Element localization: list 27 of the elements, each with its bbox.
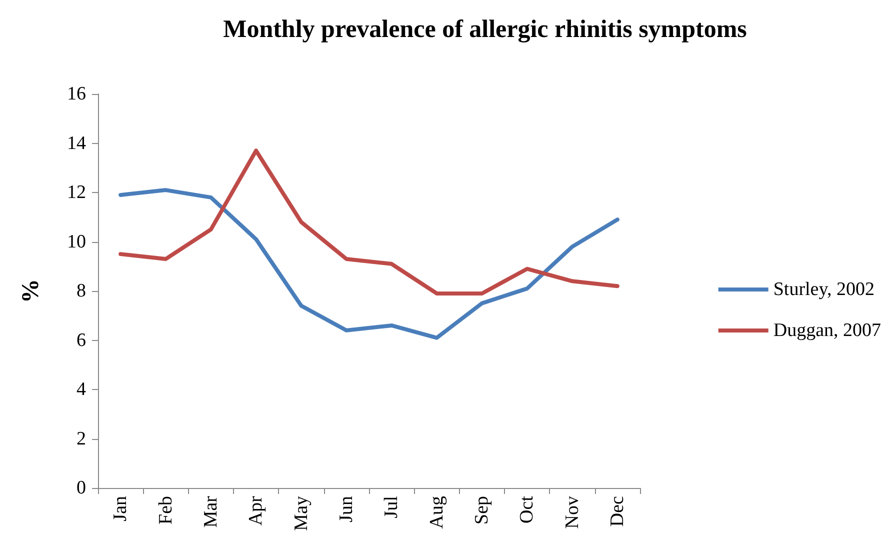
y-tick-label: 6 — [76, 330, 86, 351]
x-tick-label: Sep — [471, 496, 492, 524]
legend-label: Sturley, 2002 — [773, 279, 874, 300]
x-tick-label: Nov — [562, 496, 583, 529]
x-tick-label: Oct — [516, 495, 538, 524]
chart-title: Monthly prevalence of allergic rhinitis symptoms — [223, 16, 748, 43]
y-axis-title: % — [18, 279, 44, 303]
x-tick-label: Mar — [200, 495, 222, 528]
y-tick-label: 16 — [67, 84, 86, 104]
legend-label: Duggan, 2007 — [773, 320, 881, 341]
x-tick-label: Feb — [155, 496, 176, 524]
x-tick-label: Aug — [426, 496, 448, 529]
x-tick-label: Jul — [381, 496, 402, 518]
x-tick-label: Jun — [336, 496, 357, 522]
x-tick-label: Apr — [246, 495, 267, 526]
x-tick-label: Jan — [110, 496, 132, 522]
x-tick-label: Dec — [606, 496, 628, 527]
line-series — [118, 148, 620, 296]
y-tick-label: 2 — [76, 428, 86, 450]
y-tick-label: 8 — [76, 280, 86, 302]
y-tick-label: 14 — [67, 132, 86, 154]
x-tick-label: May — [290, 496, 312, 531]
y-tick-label: 10 — [67, 231, 86, 252]
y-tick-label: 12 — [67, 182, 86, 203]
y-tick-label: 4 — [76, 379, 86, 400]
y-tick-label: 0 — [76, 478, 86, 498]
line-series — [118, 188, 620, 340]
